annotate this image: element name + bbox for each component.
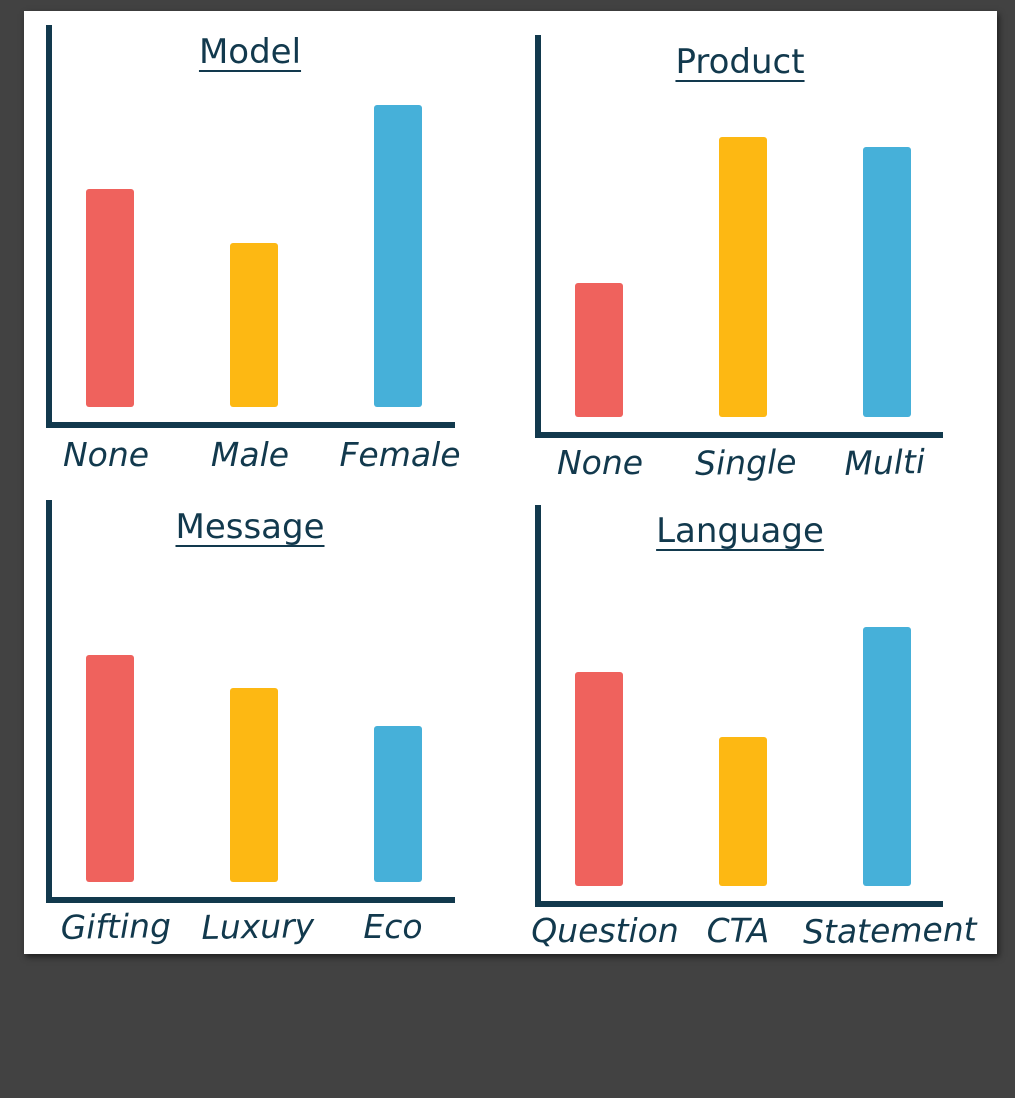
x-tick-label: Luxury	[201, 906, 315, 947]
bar-cta	[719, 737, 767, 886]
bar-luxury	[230, 688, 278, 882]
bars	[575, 137, 911, 417]
x-tick-label: Statement	[803, 909, 978, 951]
bar-statement	[863, 627, 911, 886]
chart-title: Language	[656, 511, 824, 551]
x-tick-label: Female	[339, 435, 460, 474]
chart-title: Message	[175, 507, 324, 547]
chart-title: Model	[199, 32, 301, 72]
chart-language: Language Question CTA Statement	[531, 505, 978, 952]
x-tick-label: Single	[695, 442, 797, 483]
bar-none	[575, 283, 623, 417]
x-tick-label: None	[63, 435, 149, 474]
bars	[86, 105, 422, 407]
chart-title: Product	[675, 42, 804, 82]
figure-card	[24, 11, 997, 954]
bar-single	[719, 137, 767, 417]
bar-male	[230, 243, 278, 407]
chart-model: Model None Male Female	[46, 25, 461, 474]
bar-none	[86, 189, 134, 407]
x-tick-label: Male	[211, 435, 289, 474]
bars	[86, 655, 422, 882]
x-tick-label: Multi	[844, 442, 926, 483]
bar-question	[575, 672, 623, 886]
bar-gifting	[86, 655, 134, 882]
x-tick-label: Gifting	[60, 906, 171, 947]
bar-female	[374, 105, 422, 407]
x-tick-label: None	[557, 443, 643, 482]
chart-message: Message Gifting Luxury Eco	[46, 500, 455, 947]
bar-eco	[374, 726, 422, 882]
bar-multi	[863, 147, 911, 417]
chart-product: Product None Single Multi	[535, 35, 943, 483]
bars	[575, 627, 911, 886]
x-tick-label: Eco	[363, 907, 422, 946]
x-tick-label: Question	[531, 911, 679, 950]
x-tick-label: CTA	[707, 911, 770, 950]
